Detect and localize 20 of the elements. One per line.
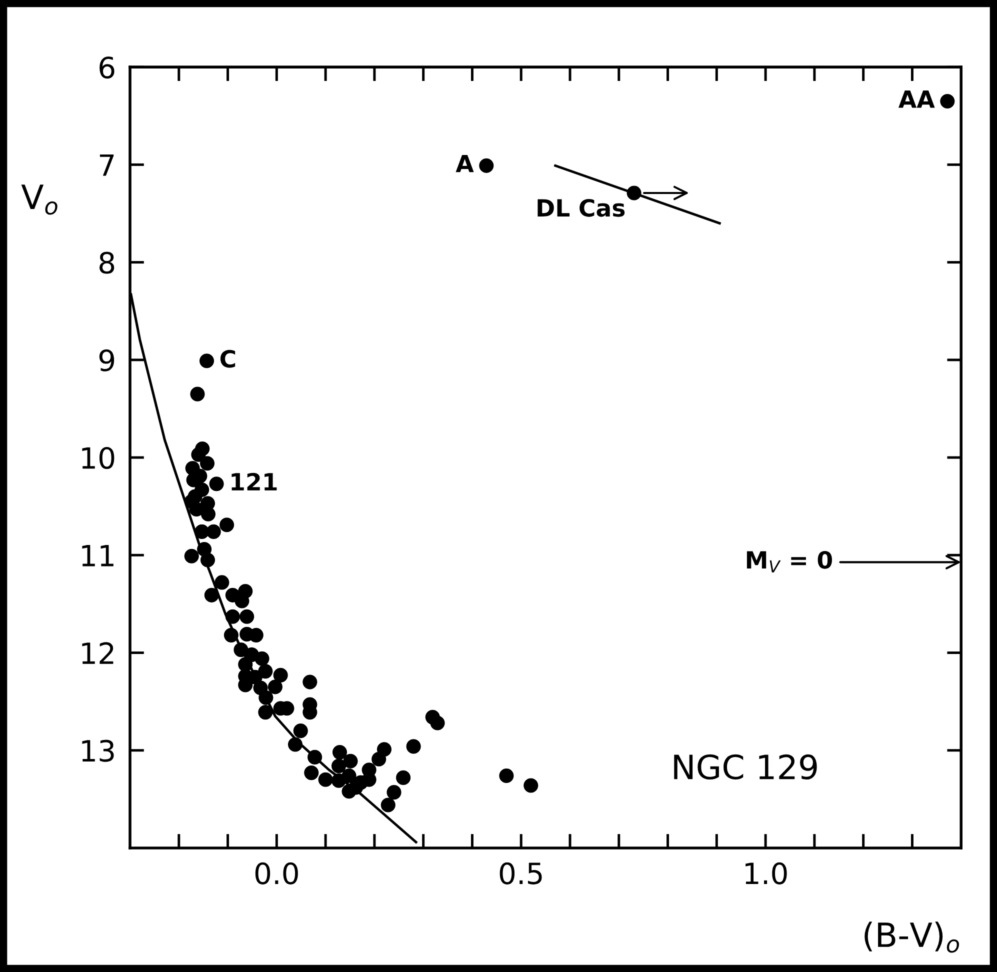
y-tick-label: 9 (99, 349, 114, 372)
y-tick-label: 8 (100, 252, 114, 274)
y-tick-label: 7 (100, 154, 114, 176)
annotation: A (456, 154, 474, 172)
x-tick-label: 0.0 (255, 862, 298, 884)
annotation: C (220, 350, 236, 368)
x-axis-title: (B-V)$_{o}$ (864, 922, 960, 953)
y-tick-label: 13 (82, 740, 114, 762)
y-tick-label: 11 (82, 544, 114, 566)
x-tick-label: 1.0 (746, 862, 787, 884)
y-tick-label: 10 (82, 446, 114, 470)
annotation: 121 (232, 472, 277, 490)
y-axis-title: V$_{o}$ (21, 184, 58, 215)
x-tick-label: 0.5 (500, 862, 542, 884)
y-tick-label: 6 (100, 56, 114, 79)
annotation: AA (898, 90, 935, 108)
y-tick-label: 12 (82, 642, 114, 664)
annotation: M$_{V}$ = 0 (746, 550, 832, 572)
annotation: NGC 129 (674, 754, 817, 780)
annotation: DL Cas (538, 198, 625, 217)
